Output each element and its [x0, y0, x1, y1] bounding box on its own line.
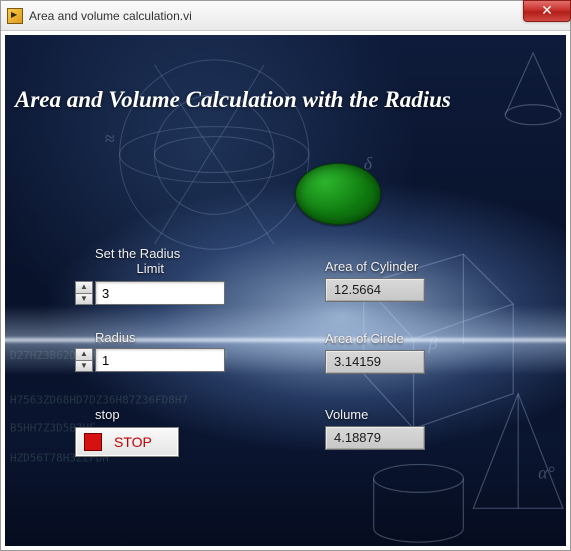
- status-led: [295, 163, 381, 225]
- radius-label: Radius: [95, 330, 135, 345]
- stop-caption: stop: [95, 407, 120, 422]
- close-button[interactable]: ✕: [523, 0, 571, 22]
- stop-icon: [84, 433, 102, 451]
- radius-control[interactable]: ▲ ▼: [75, 348, 225, 372]
- labview-icon: [7, 8, 23, 24]
- svg-text:≈: ≈: [105, 129, 115, 149]
- radius-limit-spinner[interactable]: ▲ ▼: [75, 281, 93, 305]
- area-cylinder-label: Area of Cylinder: [325, 259, 418, 274]
- window-title: Area and volume calculation.vi: [29, 9, 564, 23]
- area-cylinder-value: 12.5664: [325, 278, 425, 302]
- svg-text:β: β: [427, 333, 437, 353]
- page-title: Area and Volume Calculation with the Rad…: [15, 87, 556, 113]
- volume-value: 4.18879: [325, 426, 425, 450]
- radius-limit-input[interactable]: [95, 281, 225, 305]
- decrement-icon[interactable]: ▼: [75, 293, 93, 306]
- radius-spinner[interactable]: ▲ ▼: [75, 348, 93, 372]
- radius-limit-label: Set the Radius Limit: [95, 246, 180, 276]
- front-panel: δ β ≈ α° D27HZ3B62DF7HE236FD72HZ3B62D372…: [5, 35, 566, 546]
- close-icon: ✕: [541, 2, 553, 18]
- svg-text:H7563ZD68HD7DZ36H87Z36FD8H7: H7563ZD68HD7DZ36H87Z36FD8H7: [10, 394, 188, 407]
- area-circle-label: Area of Circle: [325, 331, 404, 346]
- svg-text:α°: α°: [538, 462, 555, 482]
- radius-input[interactable]: [95, 348, 225, 372]
- area-circle-value: 3.14159: [325, 350, 425, 374]
- increment-icon[interactable]: ▲: [75, 281, 93, 293]
- stop-button-label: STOP: [114, 434, 152, 450]
- radius-limit-control[interactable]: ▲ ▼: [75, 281, 225, 305]
- vi-window: Area and volume calculation.vi ✕: [0, 0, 571, 551]
- stop-button[interactable]: STOP: [75, 427, 179, 457]
- volume-label: Volume: [325, 407, 368, 422]
- decrement-icon[interactable]: ▼: [75, 360, 93, 373]
- titlebar: Area and volume calculation.vi ✕: [1, 1, 570, 31]
- increment-icon[interactable]: ▲: [75, 348, 93, 360]
